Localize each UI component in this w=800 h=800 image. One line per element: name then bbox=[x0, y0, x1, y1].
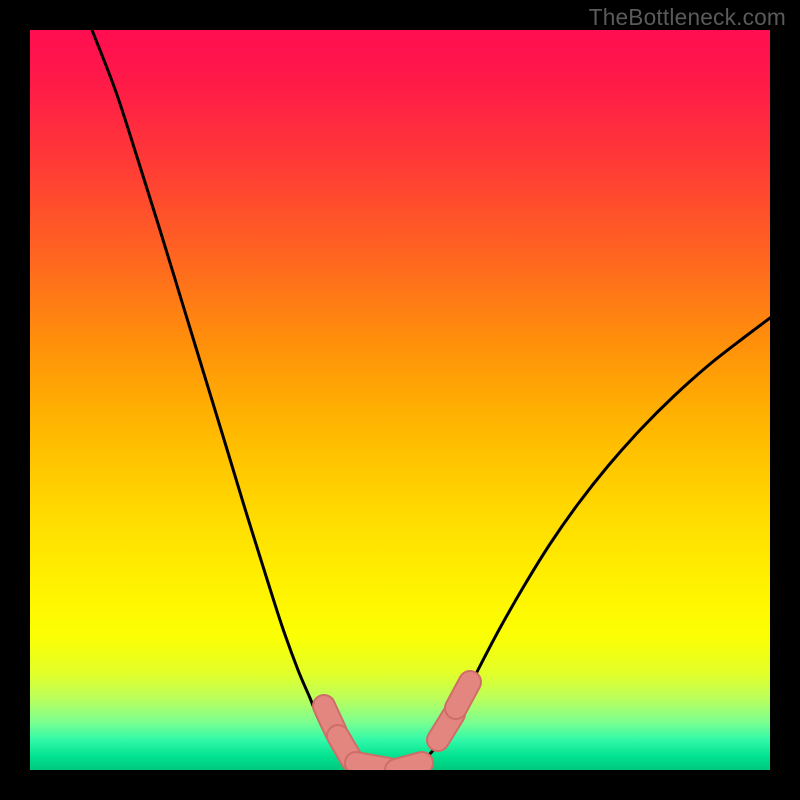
gradient-background bbox=[30, 30, 770, 770]
plot-area bbox=[30, 30, 770, 770]
watermark-text: TheBottleneck.com bbox=[589, 4, 786, 31]
bottleneck-curve-chart bbox=[0, 0, 800, 800]
marker-fill bbox=[456, 682, 470, 708]
marker-fill bbox=[396, 763, 422, 770]
chart-canvas: TheBottleneck.com bbox=[0, 0, 800, 800]
